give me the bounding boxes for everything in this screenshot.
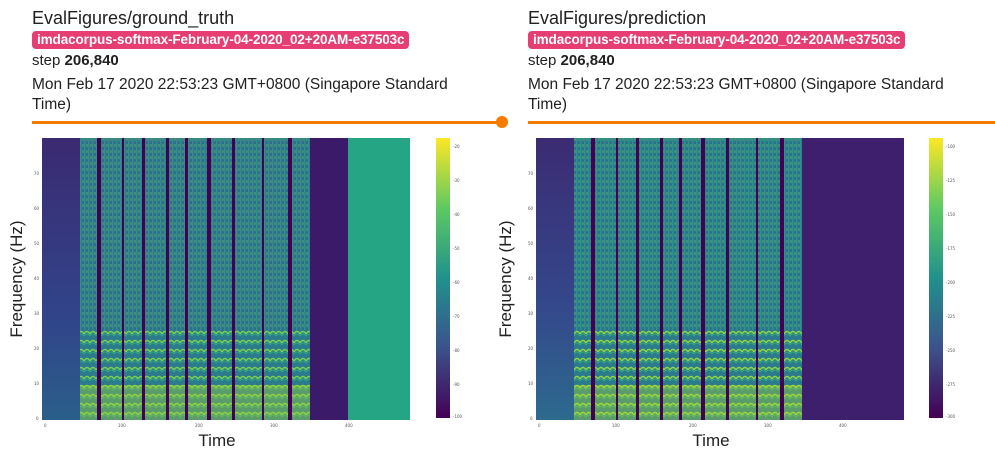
step-info: step 206,840 (528, 52, 615, 69)
colorbar-tick: -80 (453, 348, 460, 353)
colorbar-tick: -300 (946, 414, 956, 419)
colorbar-tick: -150 (946, 212, 956, 217)
step-slider-handle[interactable] (496, 116, 508, 128)
y-tick: 10 (528, 381, 534, 386)
colorbar-tick: -60 (453, 280, 460, 285)
colorbar-tick: -70 (453, 314, 460, 319)
y-axis-label: Frequency (Hz) (7, 220, 26, 337)
x-tick: 400 (839, 423, 847, 428)
timestamp: Mon Feb 17 2020 22:53:23 GMT+0800 (Singa… (528, 76, 944, 113)
x-tick: 300 (270, 423, 278, 428)
step-label: step (32, 52, 61, 69)
colorbar-tick: -90 (453, 382, 460, 387)
image-card-prediction: EvalFigures/prediction imdacorpus-softma… (496, 0, 995, 449)
y-tick: 30 (528, 311, 534, 316)
colorbar-tick: -200 (946, 280, 956, 285)
colorbar-tick: -250 (946, 348, 956, 353)
step-value: 206,840 (64, 52, 119, 69)
colorbar (436, 138, 450, 418)
step-value: 206,840 (560, 52, 615, 69)
y-tick: 70 (528, 171, 534, 176)
y-tick: 50 (34, 241, 40, 246)
y-tick-labels: 0 10 20 30 40 50 60 70 (34, 171, 40, 421)
y-tick: 50 (528, 241, 534, 246)
image-card-ground-truth: EvalFigures/ground_truth imdacorpus-soft… (7, 0, 508, 449)
x-tick: 100 (612, 423, 620, 428)
colorbar-tick: -175 (946, 246, 956, 251)
y-tick: 0 (530, 416, 533, 421)
y-tick: 60 (34, 206, 40, 211)
x-axis-label: Time (198, 431, 235, 449)
run-tag[interactable]: imdacorpus-softmax-February-04-2020_02+2… (528, 31, 906, 49)
colorbar-tick: -125 (946, 178, 956, 183)
colorbar-tick: -100 (946, 144, 956, 149)
y-tick-labels: 0 10 20 30 40 50 60 70 (528, 171, 534, 421)
spectrogram-figure: 0 100 200 300 400 0 10 20 30 40 50 60 70… (496, 138, 956, 449)
y-tick: 20 (528, 346, 534, 351)
x-tick-labels: 0 100 200 300 400 (538, 423, 847, 428)
x-tick: 0 (44, 423, 47, 428)
step-label: step (528, 52, 557, 69)
colorbar-tick-labels: -100 -125 -150 -175 -200 -225 -250 -275 … (946, 144, 956, 419)
x-tick: 100 (118, 423, 126, 428)
spectrogram-figure: 0 100 200 300 400 0 10 20 30 40 50 60 70… (7, 138, 463, 449)
card-title: EvalFigures/ground_truth (32, 8, 235, 28)
x-tick-labels: 0 100 200 300 400 (44, 423, 353, 428)
colorbar-tick: -40 (453, 212, 460, 217)
timestamp: Mon Feb 17 2020 22:53:23 GMT+0800 (Singa… (32, 76, 448, 113)
y-tick: 30 (34, 311, 40, 316)
step-slider-track[interactable] (528, 121, 995, 124)
colorbar-tick: -275 (946, 382, 956, 387)
y-tick: 20 (34, 346, 40, 351)
colorbar-tick-labels: -20 -30 -40 -50 -60 -70 -80 -90 -100 (453, 144, 463, 419)
colorbar-tick: -50 (453, 246, 460, 251)
x-tick: 200 (689, 423, 697, 428)
colorbar (929, 138, 943, 418)
y-tick: 0 (36, 416, 39, 421)
step-info: step 206,840 (32, 52, 119, 69)
run-tag[interactable]: imdacorpus-softmax-February-04-2020_02+2… (32, 31, 410, 49)
colorbar-tick: -30 (453, 178, 460, 183)
colorbar-tick: -20 (453, 144, 460, 149)
step-slider-track[interactable] (32, 121, 502, 124)
x-tick: 300 (764, 423, 772, 428)
x-axis-label: Time (692, 431, 729, 449)
y-tick: 60 (528, 206, 534, 211)
y-tick: 40 (528, 276, 534, 281)
x-tick: 400 (345, 423, 353, 428)
y-tick: 70 (34, 171, 40, 176)
y-tick: 10 (34, 381, 40, 386)
y-axis-label: Frequency (Hz) (496, 220, 515, 337)
colorbar-tick: -225 (946, 314, 956, 319)
y-tick: 40 (34, 276, 40, 281)
x-tick: 0 (538, 423, 541, 428)
colorbar-tick: -100 (453, 414, 463, 419)
x-tick: 200 (195, 423, 203, 428)
card-title: EvalFigures/prediction (528, 8, 707, 28)
